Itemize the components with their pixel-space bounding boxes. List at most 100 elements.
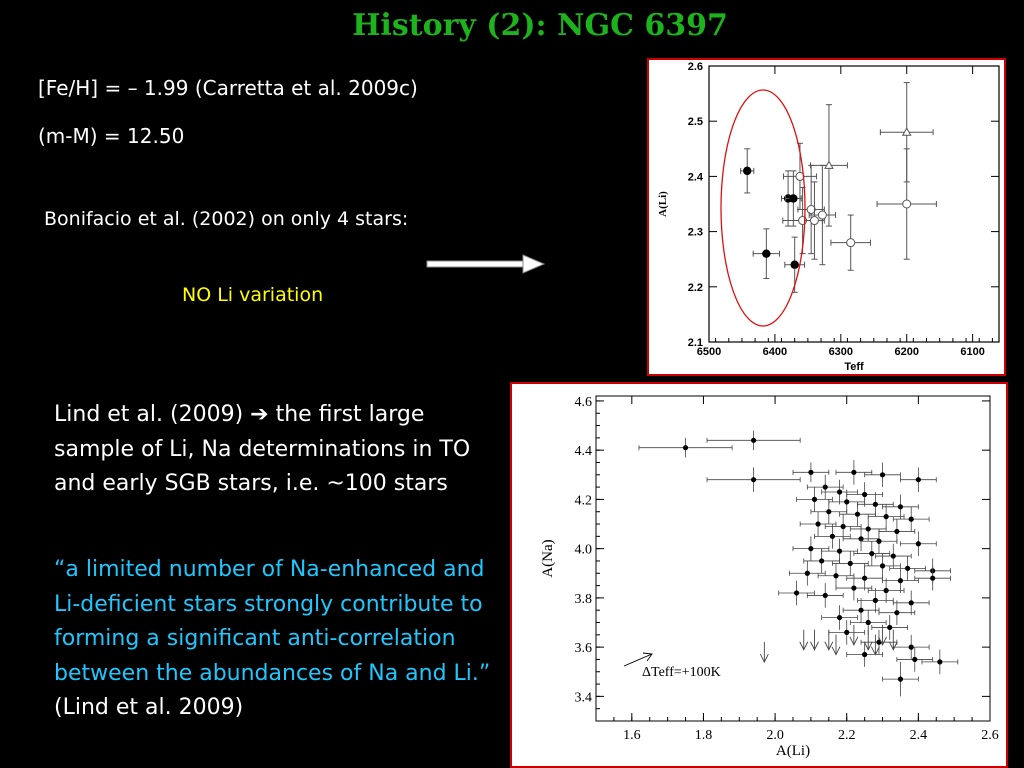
x-tick-label: 1.8 [695, 728, 713, 743]
lind-summary-text: Lind et al. (2009) ➔ the first large sam… [54, 398, 494, 502]
y-tick-label: 4.2 [575, 493, 593, 508]
x-tick-label: 2.0 [766, 728, 784, 743]
data-point [882, 661, 919, 697]
y-tick-label: 2.1 [688, 337, 703, 349]
upper-limit-arrow [849, 624, 859, 646]
data-point [882, 568, 919, 593]
right-arrow-icon [426, 254, 546, 274]
data-point [860, 528, 898, 554]
data-point [914, 565, 952, 591]
x-tick-label: 6100 [960, 346, 984, 358]
data-point [882, 494, 919, 520]
data-point [740, 148, 755, 194]
no-li-variation-text: NO Li variation [182, 284, 324, 306]
lind-description: the first large sample of Li, Na determi… [54, 402, 471, 496]
data-point [846, 642, 883, 667]
data-point [752, 228, 781, 280]
data-point [876, 148, 937, 260]
y-tick-label: 4.6 [575, 395, 593, 410]
li-plot-axes: 6500 6400 6300 6200 6100 2.1 2.2 2.3 2.4 2.5 2.6 Te… [657, 61, 1000, 373]
data-point [799, 511, 837, 537]
x-axis-label: Teff [844, 361, 864, 373]
data-point [810, 104, 848, 227]
y-tick-label: 2.6 [688, 61, 703, 73]
data-point [889, 556, 926, 581]
data-point [892, 634, 930, 660]
data-point [824, 514, 862, 539]
upper-limit-arrow [863, 629, 873, 651]
y-tick-label: 2.3 [688, 227, 703, 239]
data-point [892, 506, 930, 532]
data-point [792, 462, 830, 483]
x-tick-label: 6500 [697, 346, 721, 358]
x-tick-label: 2.4 [910, 728, 928, 743]
data-point [831, 551, 869, 576]
data-point [638, 437, 733, 458]
data-point [867, 578, 905, 603]
upper-limit-arrow [888, 629, 898, 651]
x-tick-label: 6300 [829, 346, 853, 358]
y-tick-label: 4.4 [575, 444, 593, 459]
x-tick-label: 2.6 [981, 728, 999, 743]
slide-title: History (2): NGC 6397 [352, 8, 728, 43]
data-point [792, 536, 830, 561]
x-tick-label: 6400 [763, 346, 787, 358]
data-point [864, 553, 901, 579]
data-point [817, 563, 855, 589]
upper-limit-arrow [878, 624, 887, 646]
x-axis-label: A(Li) [776, 743, 810, 759]
y-tick-label: 4.0 [575, 543, 593, 558]
upper-limit-arrow [831, 634, 841, 656]
y-axis-label: A(Li) [657, 191, 669, 217]
y-tick-label: 3.4 [575, 690, 593, 705]
data-point [828, 620, 866, 645]
x-tick-label: 6200 [894, 346, 918, 358]
delta-teff-annotation: ΔTeff=+100K [642, 665, 721, 680]
y-tick-label: 2.5 [688, 116, 703, 128]
data-point [784, 236, 806, 293]
y-tick-label: 2.2 [688, 282, 703, 294]
data-point [874, 543, 912, 569]
na-plot-axes: 1.6 1.8 2.0 2.2 2.4 2.6 3.4 3.6 3.8 4.0 4.2 4.4 4.6 A… [540, 395, 999, 759]
data-point [879, 82, 934, 183]
x-tick-label: 2.2 [838, 728, 856, 743]
data-point [900, 531, 937, 557]
na-vs-li-plot: 1.6 1.8 2.0 2.2 2.4 2.6 3.4 3.6 3.8 4.0 4.2 4.4 4.6 A… [510, 382, 1008, 768]
metallicity-text: [Fe/H] = – 1.99 (Carretta et al. 2009c) [38, 76, 418, 100]
upper-limit-arrow [870, 634, 880, 656]
y-axis-label: A(Na) [540, 539, 556, 577]
data-point [797, 164, 825, 255]
li-vs-teff-plot: 6500 6400 6300 6200 6100 2.1 2.2 2.3 2.4 2.5 2.6 Te… [647, 58, 1006, 376]
y-tick-label: 2.4 [688, 171, 704, 183]
na-vs-li-chart: 1.6 1.8 2.0 2.2 2.4 2.6 3.4 3.6 3.8 4.0 4.2 4.4 4.6 A… [540, 395, 999, 759]
data-point [830, 214, 871, 271]
data-point [857, 588, 894, 613]
data-point [806, 474, 844, 500]
data-point [784, 170, 802, 227]
data-point [878, 600, 916, 625]
upper-limit-arrow [759, 642, 769, 664]
data-point [808, 164, 837, 266]
data-point [706, 430, 801, 451]
data-point [821, 479, 858, 505]
y-tick-label: 3.6 [575, 641, 593, 656]
upper-limit-arrow [799, 629, 809, 651]
data-point [846, 565, 883, 591]
data-point [839, 501, 876, 527]
data-point [835, 460, 873, 485]
data-point [900, 467, 937, 493]
data-point [896, 647, 934, 672]
data-point [796, 487, 833, 512]
li-plot-frame [708, 65, 1000, 343]
data-point [778, 580, 815, 606]
data-point [804, 181, 825, 260]
distance-modulus-text: (m-M) = 12.50 [38, 124, 185, 148]
data-point [860, 629, 898, 655]
data-point [864, 462, 901, 488]
data-point [706, 467, 801, 493]
data-point [835, 575, 873, 601]
x-tick-label: 1.6 [623, 728, 641, 743]
data-point [867, 504, 905, 529]
data-point [789, 560, 826, 586]
upper-limit-arrow [810, 629, 819, 651]
